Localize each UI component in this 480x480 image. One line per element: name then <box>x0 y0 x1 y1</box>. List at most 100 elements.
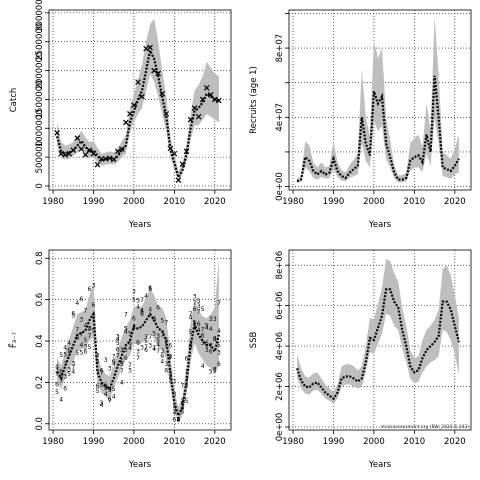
age-label: 4 <box>96 358 100 365</box>
age-label: 3 <box>71 361 75 368</box>
age-label: 4 <box>172 410 176 417</box>
age-label: 6 <box>217 361 221 368</box>
age-label: 3 <box>197 303 201 310</box>
age-label: 7 <box>193 300 197 307</box>
age-label: 7 <box>140 297 144 304</box>
age-label: 5 <box>75 350 79 357</box>
age-label: 5 <box>96 388 100 395</box>
age-label: 5 <box>144 338 148 345</box>
x-tick-label: 1990 <box>323 197 345 207</box>
y-tick-label: 500000 <box>35 141 45 173</box>
age-label: 4 <box>185 382 189 389</box>
y-tick-label: 8e+07 <box>275 34 285 63</box>
age-label: 7 <box>164 320 168 327</box>
observed-point <box>195 113 202 120</box>
age-label: 6 <box>71 311 75 318</box>
age-label: 7 <box>92 316 96 323</box>
age-label: 3 <box>140 345 144 352</box>
age-label: 7 <box>209 342 213 349</box>
x-tick-label: 2000 <box>123 437 145 447</box>
age-label: 4 <box>75 300 79 307</box>
age-label: 3 <box>100 400 104 407</box>
age-label: 7 <box>144 344 148 351</box>
age-label: 4 <box>144 293 148 300</box>
age-label: 6 <box>88 286 92 293</box>
observed-point <box>74 135 81 141</box>
observed-point <box>203 85 210 91</box>
age-label: 3 <box>156 333 160 340</box>
age-label: 5 <box>189 329 193 336</box>
age-label: 7 <box>168 355 172 362</box>
observed-point <box>127 111 133 117</box>
observed-point <box>151 67 157 74</box>
x-tick-label: 1990 <box>83 197 105 207</box>
age-label: 3 <box>63 373 67 380</box>
age-label: 7 <box>120 368 124 375</box>
age-label: 3 <box>177 417 181 424</box>
x-tick-label: 1980 <box>282 437 304 447</box>
age-label: 5 <box>136 297 140 304</box>
age-label: 6 <box>132 316 136 323</box>
age-label: 6 <box>201 333 205 340</box>
age-label: 4 <box>71 368 75 375</box>
age-label: 4 <box>201 363 205 370</box>
x-tick-label: 2010 <box>404 197 426 207</box>
age-label: 6 <box>124 355 128 362</box>
age-label: 7 <box>136 355 140 362</box>
age-label: 5 <box>100 382 104 389</box>
observed-point <box>135 79 141 85</box>
age-label: 3 <box>83 343 87 350</box>
age-label: 4 <box>116 336 120 343</box>
age-label: 7 <box>172 379 176 386</box>
age-label: 6 <box>100 368 104 375</box>
age-label: 5 <box>197 298 201 305</box>
observed-point <box>207 91 214 98</box>
age-label: 6 <box>92 302 96 309</box>
x-tick-label: 2010 <box>164 437 186 447</box>
age-label: 7 <box>205 344 209 351</box>
observed-point <box>163 111 170 117</box>
y-tick-label: 0e+00 <box>275 172 285 201</box>
age-label: 6 <box>75 335 79 342</box>
age-label: 6 <box>79 296 83 303</box>
x-tick-label: 2020 <box>444 197 466 207</box>
age-label: 3 <box>172 391 176 398</box>
observed-point <box>70 147 77 154</box>
confidence-band <box>297 259 459 404</box>
age-label: 6 <box>156 304 160 311</box>
age-label: 5 <box>209 368 213 375</box>
age-label: 6 <box>136 339 140 346</box>
age-label: 4 <box>112 394 116 401</box>
age-label: 6 <box>120 359 124 366</box>
age-label: 7 <box>217 300 221 307</box>
age-label: 5 <box>116 340 120 347</box>
x-tick-label: 2010 <box>404 437 426 447</box>
age-label: 4 <box>156 342 160 349</box>
age-label: 6 <box>164 367 168 374</box>
age-label: 6 <box>193 306 197 313</box>
observed-point <box>199 96 206 103</box>
age-label: 6 <box>140 311 144 318</box>
age-label: 7 <box>79 331 83 338</box>
age-label: 3 <box>136 349 140 356</box>
age-label: 6 <box>168 343 172 350</box>
age-label: 4 <box>168 353 172 360</box>
panel-catch: 1980 1990 2000 2010 2020 0 5000001000000150000… <box>9 0 232 230</box>
age-label: 5 <box>213 368 217 375</box>
age-label: 5 <box>83 337 87 344</box>
age-label: 4 <box>104 391 108 398</box>
age-label: 4 <box>213 337 217 344</box>
age-label: 4 <box>55 364 59 371</box>
observed-point <box>191 105 198 111</box>
age-label: 6 <box>112 358 116 365</box>
y-tick-label: 0.8 <box>35 252 45 266</box>
age-label: 5 <box>79 349 83 356</box>
age-label: 4 <box>83 323 87 330</box>
x-tick-label: 1990 <box>323 437 345 447</box>
age-label: 5 <box>132 297 136 304</box>
age-label: 4 <box>88 326 92 333</box>
age-label: 3 <box>116 334 120 341</box>
y-tick-label: 0 <box>35 183 45 188</box>
age-label: 6 <box>185 356 189 363</box>
plot-frame <box>288 249 472 431</box>
